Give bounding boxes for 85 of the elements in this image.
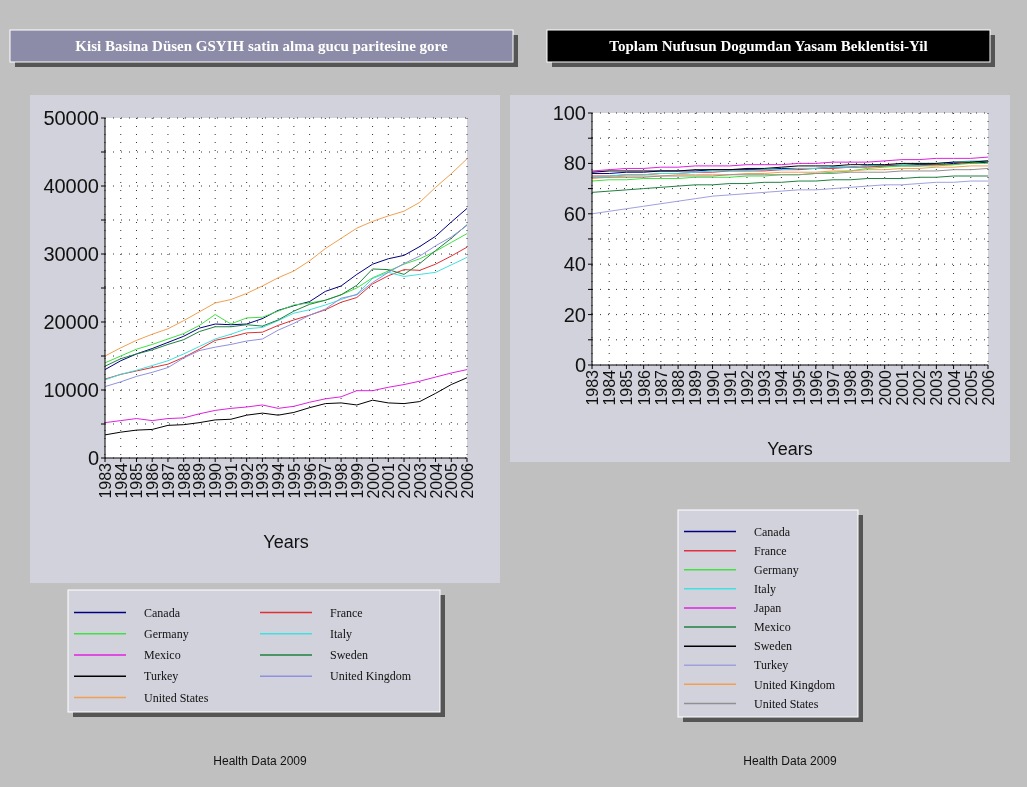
x-tick-label: 1988 [670,369,688,406]
x-tick-label: 1998 [842,369,860,406]
legend-label: Mexico [754,620,791,635]
x-tick-label: 2006 [980,369,997,406]
x-tick-label: 2004 [945,369,963,406]
x-axis-title: Years [767,439,813,459]
x-tick-label: 1984 [601,369,619,406]
legend-label: United Kingdom [754,677,836,692]
x-tick-label: 2003 [928,369,946,406]
y-tick-label: 100 [552,102,586,124]
legend-label: Canada [754,524,791,539]
x-tick-label: 1997 [317,462,335,499]
x-tick-label: 2006 [459,462,476,499]
legend-label: Sweden [330,648,368,663]
y-tick-label: 40 [563,253,586,276]
x-tick-label: 1989 [687,369,705,406]
x-tick-label: 1986 [144,462,162,499]
x-axis-title: Years [263,532,309,552]
x-tick-label: 1988 [175,462,193,499]
x-tick-label: 2001 [893,369,911,406]
x-tick-label: 2000 [876,369,894,406]
x-tick-label: 2002 [911,369,929,406]
x-tick-label: 1994 [773,369,791,406]
x-tick-label: 1999 [859,369,877,406]
legend-label: France [330,605,363,620]
legend-label: Germany [754,562,799,577]
text: Health Data 2009 [743,754,838,768]
x-tick-label: 2005 [443,462,461,499]
x-tick-label: 1990 [704,369,722,406]
legend-label: Turkey [144,669,179,684]
x-tick-label: 2001 [380,462,398,499]
x-tick-label: 1991 [222,462,240,499]
x-tick-label: 1994 [270,462,288,499]
x-tick-label: 2004 [427,462,445,499]
legend-label: United States [754,696,819,711]
legend-label: Italy [330,627,352,641]
x-tick-label: 2002 [396,462,414,499]
legend-label: United States [144,690,209,705]
legend-label: Canada [144,605,181,620]
x-tick-label: 1985 [128,462,146,499]
x-tick-label: 1993 [254,462,272,499]
x-tick-label: 1983 [97,462,114,499]
x-tick-label: 2003 [411,462,429,499]
y-tick-label: 20 [563,303,586,326]
x-tick-label: 1992 [738,369,756,406]
x-tick-label: 1993 [756,369,774,406]
x-tick-label: 1987 [159,462,177,499]
y-tick-label: 30000 [43,243,99,265]
y-tick-label: 80 [563,152,586,175]
x-tick-label: 1996 [807,369,825,406]
x-tick-label: 1992 [238,462,256,499]
x-tick-label: 1995 [285,462,303,499]
x-tick-label: 1997 [825,369,843,406]
y-tick-label: 20000 [43,311,99,333]
y-tick-label: 60 [563,202,586,225]
legend-label: Germany [144,627,189,641]
x-tick-label: 1999 [348,462,366,499]
x-tick-label: 1984 [112,462,130,499]
x-tick-label: 1990 [207,462,225,499]
legend-label: Mexico [144,648,181,663]
x-tick-label: 1995 [790,369,808,406]
y-tick-label: 10000 [43,379,99,401]
legend-label: United Kingdom [330,669,412,684]
x-tick-label: 1998 [333,462,351,499]
x-tick-label: 1996 [301,462,319,499]
x-tick-label: 1983 [584,369,601,406]
legend-label: France [754,543,787,558]
chart-title: Toplam Nufusun Dogumdan Yasam Beklentisi-Yil [609,38,928,55]
y-tick-label: 50000 [43,107,99,129]
y-tick-label: 0 [574,354,586,376]
legend-label: Turkey [754,658,789,673]
x-tick-label: 1986 [635,369,653,406]
x-tick-label: 1989 [191,462,209,499]
x-tick-label: 1985 [618,369,636,406]
legend-label: Japan [754,601,782,616]
x-tick-label: 1987 [652,369,670,406]
x-tick-label: 2005 [962,369,980,406]
chart-title: Kisi Basina Düsen GSYIH satin alma gucu paritesine gore [75,38,448,55]
legend-label: Sweden [754,639,792,654]
x-tick-label: 2000 [364,462,382,499]
y-tick-label: 0 [87,447,99,469]
y-tick-label: 40000 [43,175,99,197]
text: Health Data 2009 [213,754,308,768]
x-tick-label: 1991 [721,369,739,406]
legend-label: Italy [754,582,776,597]
